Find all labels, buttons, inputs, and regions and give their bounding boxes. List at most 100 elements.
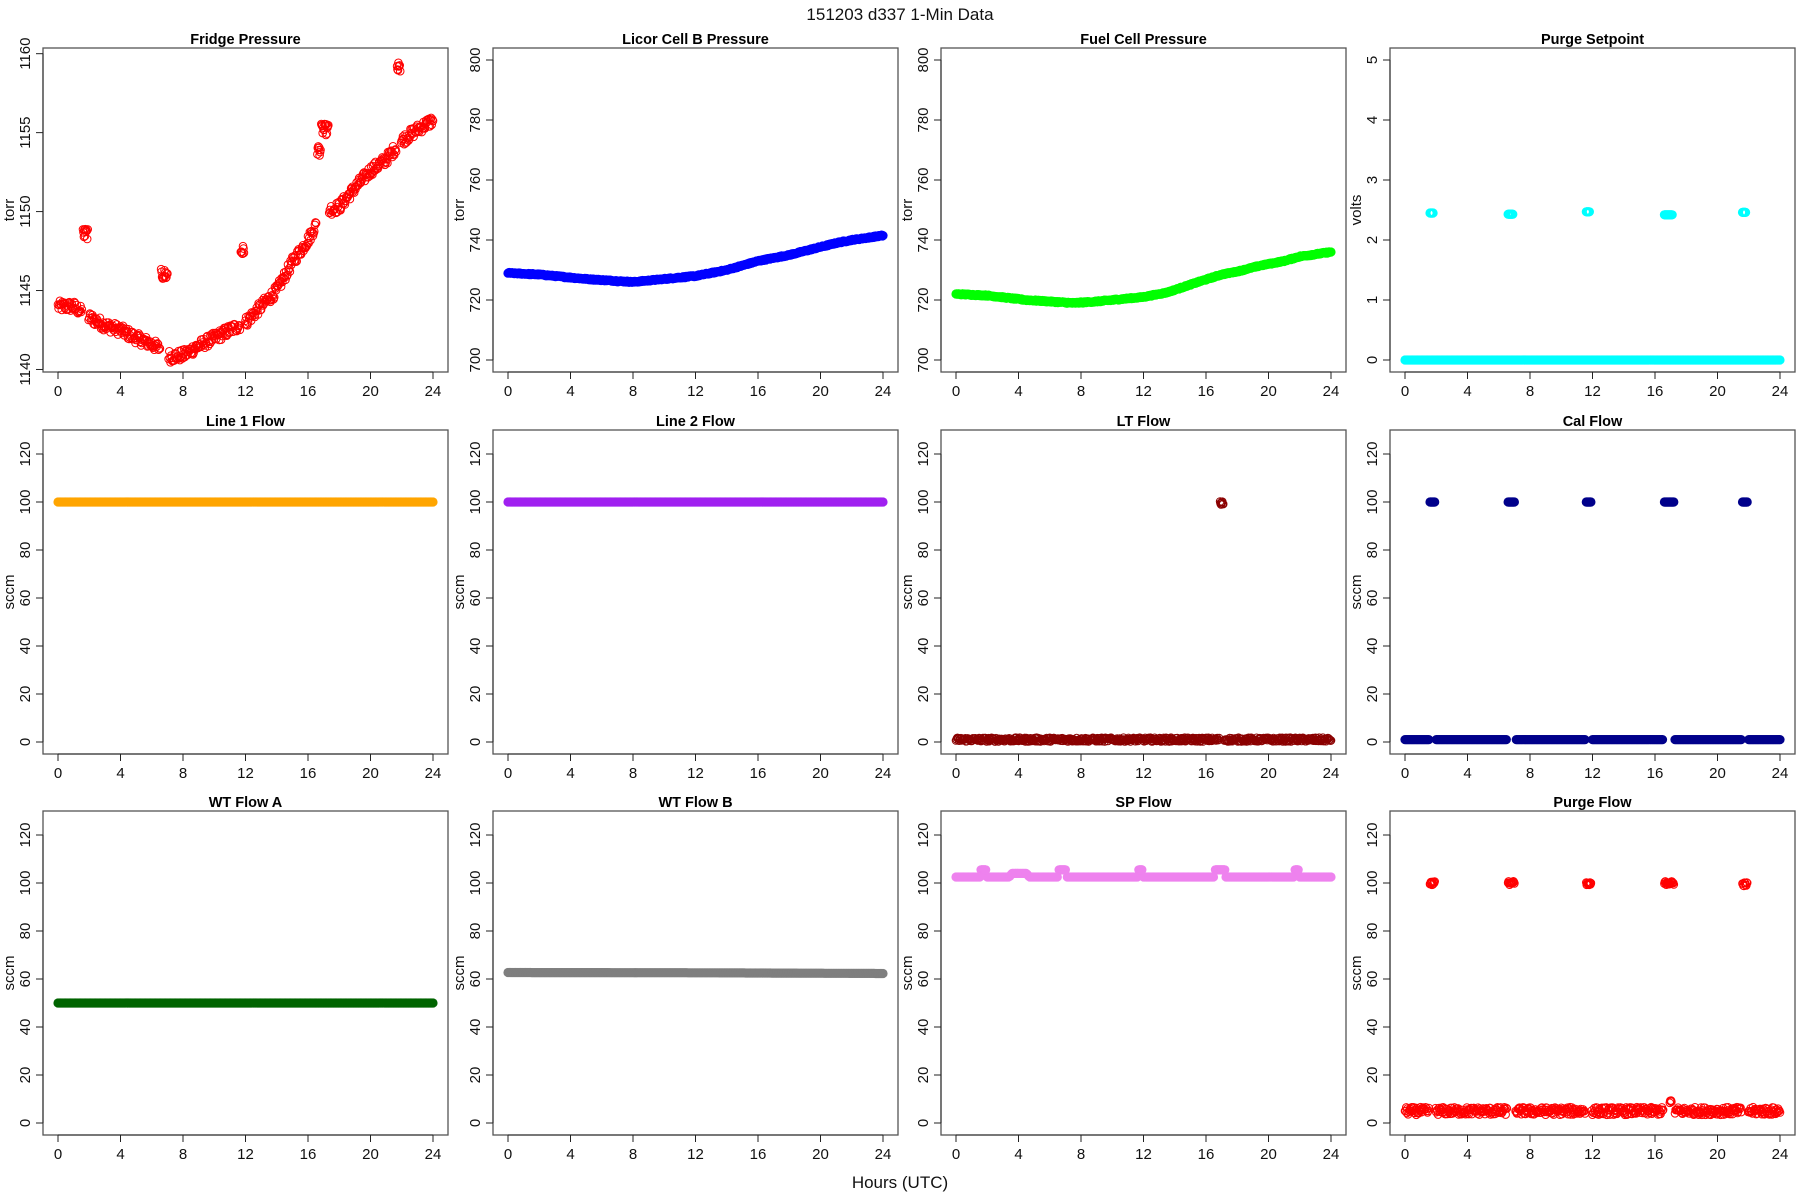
data-series — [1400, 355, 1785, 365]
panel-title: Fuel Cell Pressure — [1080, 32, 1207, 48]
y-tick-label: 40 — [467, 1019, 484, 1036]
x-tick-label: 4 — [566, 383, 574, 400]
y-tick-label: 100 — [467, 870, 484, 895]
x-tick-label: 16 — [1647, 765, 1664, 782]
x-tick-label: 20 — [362, 383, 379, 400]
x-tick-label: 12 — [237, 383, 254, 400]
data-point — [315, 151, 324, 160]
data-point — [390, 145, 400, 155]
x-tick-label: 4 — [1463, 383, 1471, 400]
x-tick-label: 20 — [362, 1146, 379, 1163]
x-tick-label: 8 — [179, 383, 187, 400]
x-tick-label: 8 — [629, 383, 637, 400]
x-tick-label: 0 — [952, 383, 960, 400]
x-tick-label: 16 — [750, 765, 767, 782]
x-tick-label: 24 — [1323, 765, 1340, 782]
data-point — [878, 968, 888, 979]
data-point — [309, 227, 319, 236]
data-point — [409, 132, 418, 142]
panel-title: Cal Flow — [1563, 414, 1623, 430]
x-tick-label: 0 — [54, 383, 62, 400]
x-tick-label: 20 — [1709, 765, 1726, 782]
data-point — [1220, 865, 1230, 875]
data-series — [1400, 735, 1785, 745]
data-point — [153, 339, 162, 348]
y-tick-label: 120 — [915, 441, 932, 466]
y-tick-label: 740 — [915, 227, 932, 252]
data-point — [1326, 872, 1336, 882]
excursion-points — [1215, 497, 1228, 509]
data-point — [1509, 497, 1519, 507]
data-point — [299, 246, 308, 256]
data-point — [1501, 735, 1511, 745]
data-point — [77, 305, 87, 314]
y-tick-label: 40 — [17, 638, 34, 655]
data-point — [324, 120, 333, 130]
y-tick-label: 100 — [467, 489, 484, 514]
x-tick-label: 0 — [54, 1146, 62, 1163]
data-point — [75, 306, 85, 316]
x-tick-label: 24 — [875, 383, 892, 400]
y-tick-label: 80 — [467, 923, 484, 940]
data-point — [428, 116, 438, 126]
y-axis-label: sccm — [451, 956, 468, 991]
data-point — [427, 120, 437, 130]
excursion-points — [1425, 497, 1752, 507]
data-point — [276, 282, 286, 291]
x-tick-label: 12 — [1584, 383, 1601, 400]
x-tick-label: 4 — [1014, 765, 1022, 782]
plot-frame — [42, 810, 449, 1136]
data-point — [235, 325, 245, 335]
data-point — [311, 218, 320, 227]
x-tick-label: 20 — [362, 765, 379, 782]
data-point — [163, 269, 172, 279]
data-point — [395, 66, 405, 76]
y-tick-label: 0 — [1364, 738, 1381, 746]
data-point — [256, 305, 266, 315]
x-axis-label: Hours (UTC) — [852, 1173, 948, 1192]
x-tick-label: 24 — [1323, 383, 1340, 400]
y-axis-label: torr — [451, 199, 468, 222]
data-point — [230, 320, 240, 329]
y-axis-label: sccm — [1348, 575, 1365, 610]
x-tick-label: 12 — [237, 765, 254, 782]
y-tick-label: 120 — [467, 441, 484, 466]
x-tick-label: 8 — [1077, 383, 1085, 400]
panel-title: Purge Setpoint — [1541, 32, 1644, 48]
panel-title: LT Flow — [1117, 414, 1171, 430]
panel-title: Line 1 Flow — [206, 414, 286, 430]
x-tick-label: 12 — [687, 383, 704, 400]
data-series — [503, 967, 888, 979]
panel-title: WT Flow A — [209, 795, 283, 811]
x-tick-label: 4 — [116, 765, 124, 782]
data-series — [53, 497, 438, 507]
y-tick-label: 60 — [1364, 590, 1381, 607]
x-tick-label: 4 — [1014, 383, 1022, 400]
data-point — [239, 244, 248, 253]
x-tick-label: 0 — [54, 765, 62, 782]
y-tick-label: 1140 — [17, 353, 34, 385]
data-point — [239, 248, 249, 258]
data-point — [1669, 497, 1679, 507]
data-point — [311, 218, 321, 228]
y-tick-label: 740 — [467, 227, 484, 252]
data-point — [205, 339, 215, 349]
x-tick-label: 8 — [629, 1146, 637, 1163]
x-tick-label: 24 — [875, 1146, 892, 1163]
y-tick-label: 80 — [1364, 542, 1381, 559]
data-point — [82, 234, 92, 244]
x-tick-label: 16 — [1647, 383, 1664, 400]
data-point — [70, 298, 80, 308]
y-tick-label: 0 — [915, 738, 932, 746]
x-tick-label: 20 — [1260, 383, 1277, 400]
y-tick-label: 120 — [17, 441, 34, 466]
data-point — [1060, 865, 1070, 875]
y-tick-label: 5 — [1364, 56, 1381, 64]
